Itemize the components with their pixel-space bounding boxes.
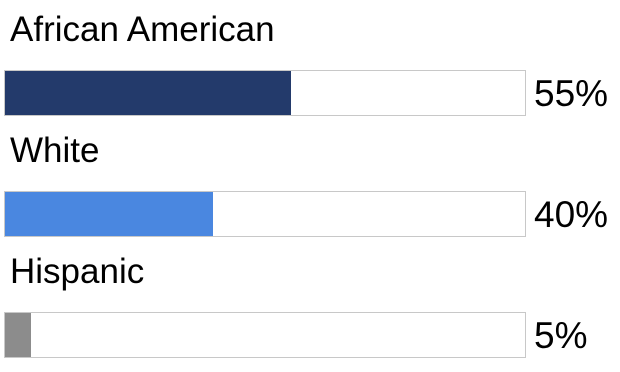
bar-track: [4, 70, 526, 116]
bar-track: [4, 191, 526, 237]
category-label: Hispanic: [10, 252, 145, 291]
bar-track: [4, 312, 526, 358]
bar-row-hispanic: Hispanic 5%: [0, 252, 620, 372]
value-label: 55%: [534, 73, 609, 114]
bar-hispanic: [5, 313, 31, 357]
bar-row-white: White 40%: [0, 131, 620, 251]
bar-row-african-american: African American 55%: [0, 10, 620, 130]
value-label: 5%: [534, 315, 588, 356]
bar-white: [5, 192, 213, 236]
category-label: African American: [10, 10, 275, 49]
bar-african-american: [5, 71, 291, 115]
category-label: White: [10, 131, 100, 170]
value-label: 40%: [534, 194, 609, 235]
